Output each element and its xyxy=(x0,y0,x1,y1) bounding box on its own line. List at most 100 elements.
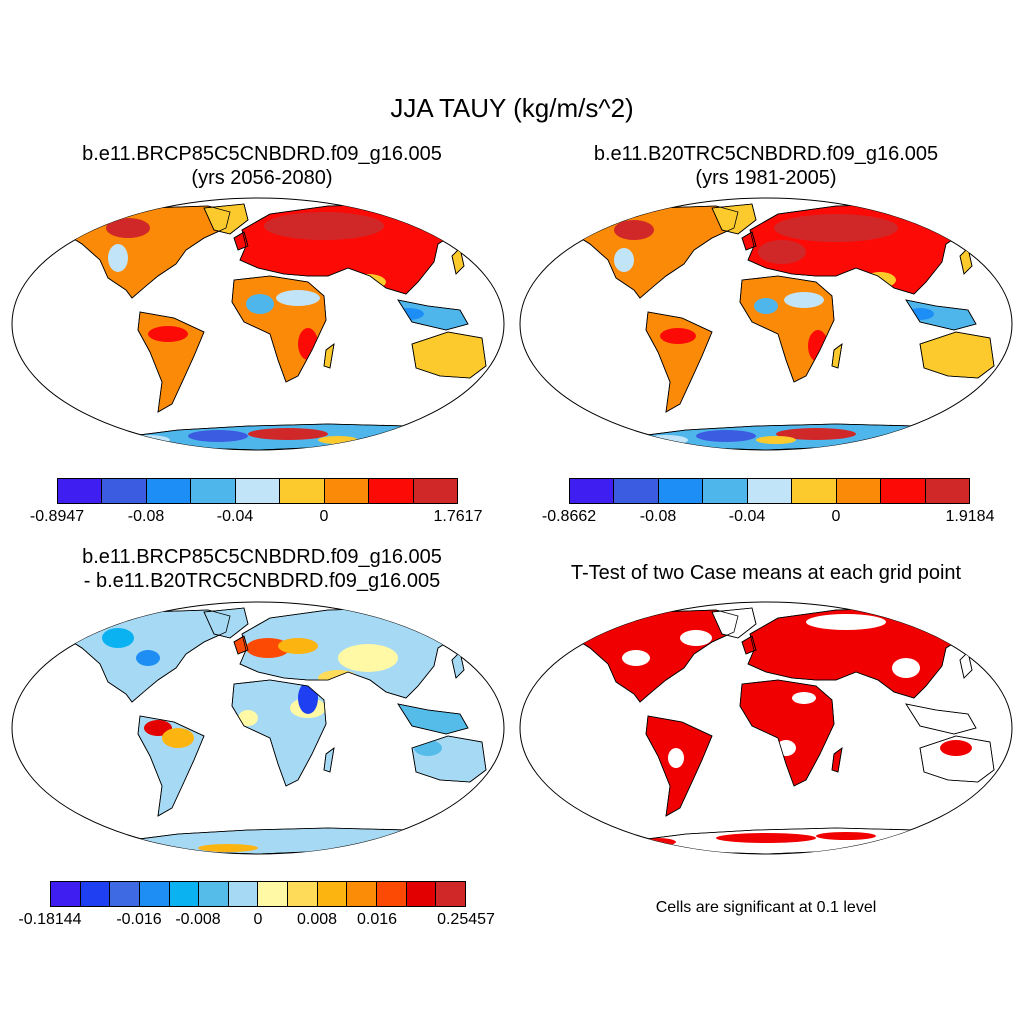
field-patch xyxy=(244,236,296,264)
field-patch xyxy=(198,844,258,852)
colorbar-swatch xyxy=(58,479,103,503)
field-patch xyxy=(792,692,816,704)
field-patch xyxy=(680,630,712,646)
field-patch xyxy=(892,658,920,678)
field-patch xyxy=(774,214,898,242)
coastline xyxy=(741,635,757,655)
colorbar-swatch xyxy=(747,479,793,503)
field-patch xyxy=(754,298,778,314)
colorbar-swatch xyxy=(377,882,407,906)
field-patch xyxy=(144,720,172,736)
coastline xyxy=(711,203,757,235)
coastline xyxy=(905,703,977,735)
colorbar-swatch xyxy=(191,479,236,503)
coastline xyxy=(991,775,1007,799)
map-land-layer xyxy=(573,607,1007,854)
field-patch xyxy=(636,838,676,846)
cbar-diff-label: 0.25457 xyxy=(437,911,495,928)
cbar-diff-label: -0.008 xyxy=(175,911,221,928)
coastline xyxy=(959,247,973,275)
cbar-control-label: 0 xyxy=(831,508,841,525)
significance-note: Cells are significant at 0.1 level xyxy=(655,899,877,916)
field-patch xyxy=(246,294,274,314)
panel-control-title-line2: (yrs 1981-2005) xyxy=(695,167,837,189)
colorbar-swatch xyxy=(288,882,318,906)
coastline xyxy=(831,343,843,369)
colorbar-swatch xyxy=(792,479,837,503)
coastline xyxy=(137,311,205,413)
field-patch xyxy=(276,290,320,306)
colorbar-swatch xyxy=(51,882,81,906)
map-case xyxy=(11,197,505,451)
continent-nz xyxy=(991,775,1007,799)
colorbar-swatch xyxy=(836,479,882,503)
panel-case-title-line2: (yrs 2056-2080) xyxy=(191,167,333,189)
field-patch xyxy=(102,628,134,648)
coastline xyxy=(323,747,335,773)
colorbar-control xyxy=(569,478,970,504)
colorbar-swatch xyxy=(703,479,748,503)
panel-ttest-title: T-Test of two Case means at each grid po… xyxy=(570,562,962,584)
cbar-control-label: -0.8662 xyxy=(541,508,597,525)
figure-title: JJA TAUY (kg/m/s^2) xyxy=(390,93,634,123)
coastline xyxy=(831,747,843,773)
panel-control-title-line1: b.e11.B20TRC5CNBDRD.f09_g16.005 xyxy=(593,143,939,165)
field-patch xyxy=(614,220,654,240)
field-patch xyxy=(622,650,650,666)
panel-difference-title-line1: b.e11.BRCP85C5CNBDRD.f09_g16.005 xyxy=(82,546,442,568)
coastline xyxy=(959,651,973,679)
cbar-diff-label: -0.016 xyxy=(116,911,162,928)
panel-case-title: b.e11.BRCP85C5CNBDRD.f09_g16.005 (yrs 20… xyxy=(12,142,512,190)
colorbar-swatch xyxy=(280,479,325,503)
field-patch xyxy=(248,428,328,440)
map-land-layer xyxy=(65,203,499,450)
cbar-case-label: 1.7617 xyxy=(433,508,483,525)
coastline xyxy=(451,247,465,275)
field-patch xyxy=(660,328,696,344)
coastline xyxy=(919,331,995,379)
continent-nz xyxy=(483,775,499,799)
panel-difference-title-line2: - b.e11.B20TRC5CNBDRD.f09_g16.005 xyxy=(83,570,441,592)
coastline xyxy=(483,775,499,799)
field-patch xyxy=(614,248,634,272)
field-patch xyxy=(696,430,756,442)
coastline xyxy=(739,275,835,383)
field-patch xyxy=(162,728,194,748)
coastline xyxy=(203,607,249,639)
coastline xyxy=(397,703,469,735)
coastline xyxy=(483,371,499,395)
colorbar-swatch xyxy=(406,882,437,906)
coastline xyxy=(397,299,469,331)
coastline xyxy=(645,311,713,413)
map-ttest xyxy=(519,601,1013,855)
map-control xyxy=(519,197,1013,451)
colorbar-difference xyxy=(50,881,466,907)
field-patch xyxy=(940,740,972,756)
field-patch xyxy=(198,833,318,843)
colorbar-swatch xyxy=(228,882,259,906)
colorbar-swatch xyxy=(102,479,147,503)
cbar-diff-label: 0.016 xyxy=(356,911,398,928)
cbar-case-label: 0 xyxy=(319,508,329,525)
field-patch xyxy=(816,832,876,840)
cbar-case-label: -0.04 xyxy=(216,508,254,525)
field-patch xyxy=(126,435,170,445)
coastline xyxy=(203,203,249,235)
panel-case-title-line1: b.e11.BRCP85C5CNBDRD.f09_g16.005 xyxy=(82,143,442,165)
coastline xyxy=(233,635,249,655)
colorbar-swatch xyxy=(881,479,926,503)
panel-control-title: b.e11.B20TRC5CNBDRD.f09_g16.005 (yrs 198… xyxy=(516,142,1016,190)
field-patch xyxy=(668,748,684,768)
coastline xyxy=(573,205,739,299)
colorbar-swatch xyxy=(925,479,969,503)
coastline xyxy=(905,299,977,331)
cbar-diff-label: 0 xyxy=(253,911,263,928)
colorbar-swatch xyxy=(324,479,370,503)
colorbar-case xyxy=(57,478,458,504)
cbar-control-label: -0.04 xyxy=(728,508,766,525)
field-patch xyxy=(806,614,886,630)
continent-nz xyxy=(483,371,499,395)
colorbar-swatch xyxy=(139,882,170,906)
field-patch xyxy=(318,436,358,444)
field-patch xyxy=(758,240,806,264)
